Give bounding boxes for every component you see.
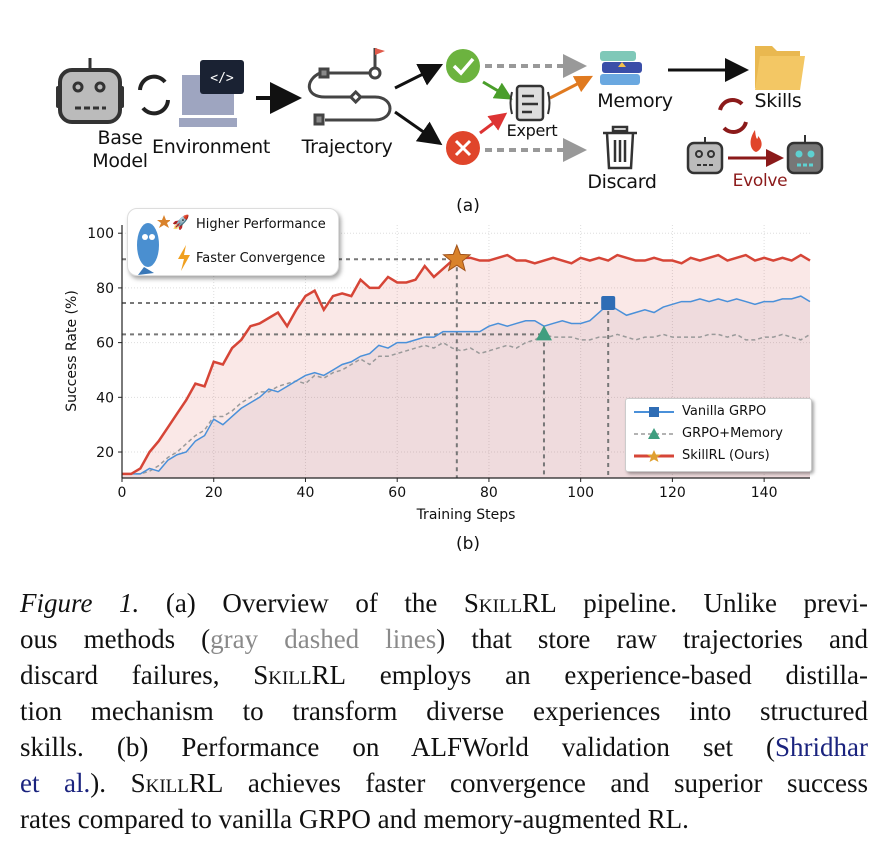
caption-text: rates compared to vanilla GRPO and memor… (20, 804, 689, 834)
memory-books-icon (600, 51, 642, 85)
label-skills: Skills (754, 90, 802, 112)
x-tick-label: 80 (480, 485, 498, 501)
evolve-cycle-icon (718, 98, 748, 134)
y-tick-label: 20 (96, 445, 114, 461)
annotation-higher-performance: Higher Performance (196, 217, 326, 232)
flame-icon (750, 130, 762, 152)
legend-label: Vanilla GRPO (682, 404, 767, 419)
skills-folder-icon (755, 46, 805, 90)
y-tick-label: 40 (96, 390, 114, 406)
caption-text: skills. (b) Performance on ALFWorld vali… (20, 732, 776, 762)
caption-line: tion mechanism to transform diverse expe… (20, 693, 868, 729)
caption-text: (a) Overview of the (139, 588, 464, 618)
expert-document-icon (509, 84, 551, 122)
discard-trash-icon (603, 125, 637, 170)
caption-text: Figure 1. (20, 588, 140, 618)
caption-line: rates compared to vanilla GRPO and memor… (20, 801, 868, 837)
base-robot-icon (56, 58, 124, 124)
success-rate-chart: 20 40 60 80 100 0 20 40 60 80 100 120 140 Training St… (64, 225, 811, 523)
subfigure-a-label: (a) (456, 196, 480, 216)
caption-text: ous methods ( (20, 624, 211, 654)
caption-text: employs an experience-based distilla- (346, 660, 868, 690)
legend-item-skillrl: SkillRL (Ours) (626, 446, 811, 466)
environment-monitor-icon: </> (179, 60, 244, 127)
caption-line: Figure 1. (a) Overview of the SkillRL pi… (20, 585, 868, 621)
success-check-icon (446, 49, 480, 83)
chart-legend: Vanilla GRPO GRPO+Memory SkillRL (Ours) (625, 398, 812, 472)
label-memory: Memory (597, 90, 673, 112)
caption-text: discard failures, (20, 660, 254, 690)
caption-text: achieves faster convergence and superior… (223, 768, 868, 798)
y-tick-label: 100 (87, 226, 114, 242)
label-expert: Expert (506, 121, 558, 140)
label-model: Model (92, 150, 148, 172)
caption-text: SkillRL (463, 588, 557, 618)
caption-text: SkillRL (130, 768, 224, 798)
failure-cross-icon (446, 131, 480, 165)
robot-evolved-icon (786, 135, 824, 175)
lightning-icon (178, 245, 190, 271)
legend-marker-star-icon (634, 450, 674, 462)
x-tick-label: 0 (118, 485, 127, 501)
x-tick-label: 40 (297, 485, 315, 501)
marker-vanilla-grpo-peak (601, 295, 616, 310)
x-axis-title: Training Steps (416, 507, 516, 523)
marker-grpo-memory-peak (535, 325, 552, 341)
citation-link[interactable]: et al. (20, 768, 91, 798)
legend-marker-square-icon (634, 407, 674, 417)
label-base: Base (97, 127, 143, 149)
annotation-box: 🚀 Higher Performance Faster Convergence (127, 208, 339, 276)
caption-text: gray dashed lines (210, 624, 437, 654)
series-line-vanilla-grpo (122, 295, 811, 475)
x-tick-label: 120 (659, 485, 686, 501)
y-tick-label: 60 (96, 336, 114, 352)
caption-text: ) that store raw trajectories and (436, 624, 868, 654)
svg-text:</>: </> (210, 71, 234, 86)
citation-link[interactable]: Shridhar (775, 732, 868, 762)
caption-line: et al.). SkillRL achieves faster converg… (20, 765, 868, 801)
caption-line: skills. (b) Performance on ALFWorld vali… (20, 729, 868, 765)
rocket-icon: 🚀 (172, 215, 190, 231)
x-tick-label: 100 (567, 485, 594, 501)
y-axis-title: Success Rate (%) (64, 290, 80, 412)
y-tick-label: 80 (96, 281, 114, 297)
caption-text: pipeline. Unlike previ- (556, 588, 868, 618)
label-environment: Environment (151, 136, 271, 158)
caption-line: ous methods (gray dashed lines) that sto… (20, 621, 868, 657)
caption-text: SkillRL (253, 660, 347, 690)
caption-text: ). (90, 768, 131, 798)
label-trajectory: Trajectory (301, 136, 393, 158)
subfigure-b-label: (b) (455, 534, 481, 554)
fish-mascot-icon (137, 215, 170, 275)
legend-item-grpo-memory: GRPO+Memory (626, 424, 811, 444)
x-tick-label: 60 (388, 485, 406, 501)
x-tick-label: 140 (751, 485, 778, 501)
robot-before-icon (686, 137, 724, 175)
cycle-arrows-icon (138, 74, 170, 116)
legend-label: SkillRL (Ours) (682, 448, 770, 463)
pipeline-diagram: </> (56, 46, 824, 175)
annotation-faster-convergence: Faster Convergence (196, 251, 326, 266)
x-tick-label: 20 (205, 485, 223, 501)
label-discard: Discard (587, 171, 657, 193)
marker-skillrl-peak (442, 243, 472, 272)
caption-text: tion mechanism to transform diverse expe… (20, 696, 868, 726)
legend-marker-triangle-icon (634, 428, 674, 439)
legend-item-vanilla-grpo: Vanilla GRPO (626, 402, 811, 422)
label-evolve: Evolve (732, 171, 788, 191)
caption-line: discard failures, SkillRL employs an exp… (20, 657, 868, 693)
trajectory-path-icon (307, 48, 392, 126)
figure-caption: Figure 1. (a) Overview of the SkillRL pi… (20, 585, 868, 837)
series-line-grpo-memory (122, 333, 811, 475)
legend-label: GRPO+Memory (682, 426, 783, 441)
